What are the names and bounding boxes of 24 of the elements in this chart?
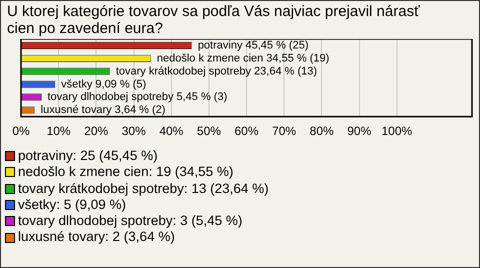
x-tick-label: 50%: [196, 124, 222, 138]
x-tick-label: 100%: [381, 124, 413, 138]
data-label: luxusné tovary 3,64 % (2): [40, 104, 166, 116]
x-tick-label: 40%: [159, 124, 184, 138]
x-tick-label: 60%: [234, 124, 259, 138]
x-tick-label: 10%: [46, 124, 71, 138]
data-label: tovary krátkodobej spotreby 23,64 % (13): [116, 65, 318, 78]
text: tovary krátkodobej spotreby: 13 (23,64 %): [18, 180, 269, 197]
x-tick-label: 70%: [272, 124, 296, 138]
data-label: nedošlo k zmene cien 34,55 % (19): [156, 52, 330, 64]
x-tick-label: 20%: [84, 124, 108, 138]
x-tick-label: 90%: [347, 124, 372, 138]
data-label: potraviny 45,45 % (25): [198, 40, 308, 52]
text: tovary dlhodobej spotreby: 3 (5,45 %): [18, 213, 242, 230]
x-tick-label: 30%: [122, 124, 146, 138]
text: luxusné tovary: 2 (3,64 %): [18, 229, 175, 246]
text: všetky: 5 (9,09 %): [18, 196, 126, 214]
data-label: všetky 9,09 % (5): [61, 78, 146, 90]
x-tick-label: 80%: [310, 124, 334, 138]
text: nedošlo k zmene cien: 19 (34,55 %): [18, 164, 234, 181]
chart-title: U ktorej kategórie tovarov sa podľa Vás najviac prejavil nárasť cien po zavedení eura?: [7, 3, 421, 37]
data-label: tovary dlhodobej spotreby 5,45 % (3): [47, 91, 228, 104]
text: potraviny: 25 (45,45 %): [18, 148, 158, 164]
x-tick-label: 0%: [12, 124, 30, 138]
